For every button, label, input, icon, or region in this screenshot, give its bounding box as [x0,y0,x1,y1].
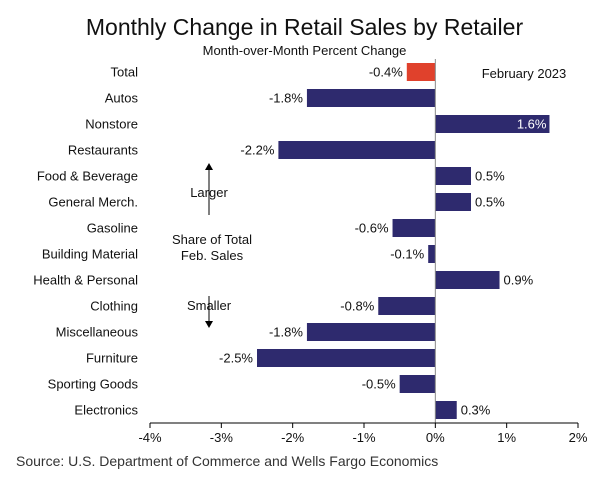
value-label: -0.6% [355,221,389,236]
value-label: -0.1% [390,247,424,262]
category-label: Gasoline [87,221,138,236]
category-label: Restaurants [68,143,139,158]
category-label: Building Material [42,247,138,262]
value-label: 1.6% [517,117,547,132]
category-label: Electronics [74,403,138,418]
bar [306,323,436,341]
category-label: Health & Personal [33,273,138,288]
arrow-down-head [205,321,213,328]
chart-subtitle: Month-over-Month Percent Change [202,43,407,58]
value-label: 0.3% [461,403,491,418]
share-label-line2: Feb. Sales [181,248,244,263]
source-note: Source: U.S. Department of Commerce and … [16,453,439,469]
bar [257,349,436,367]
value-label: -0.5% [362,377,396,392]
category-label: Clothing [90,299,138,314]
larger-label: Larger [190,185,228,200]
bar [428,245,436,263]
share-label-line1: Share of Total [172,232,252,247]
bar [378,297,436,315]
x-tick-label: -2% [281,430,305,445]
bar [406,63,436,81]
bar [392,219,436,237]
x-tick-label: 2% [569,430,588,445]
bar [435,401,457,419]
x-tick-label: -1% [352,430,376,445]
value-label: -1.8% [269,91,303,106]
value-label: -1.8% [269,325,303,340]
x-tick-label: 1% [497,430,516,445]
bar [399,375,436,393]
x-tick-label: -4% [138,430,162,445]
bar [435,167,471,185]
category-label: General Merch. [48,195,138,210]
value-label: -2.2% [240,143,274,158]
value-label: -0.4% [369,65,403,80]
value-label: 0.9% [504,273,534,288]
value-label: 0.5% [475,195,505,210]
share-annotation: Larger Share of Total Feb. Sales Smaller [172,163,252,328]
bar [435,115,550,133]
value-label: -0.8% [340,299,374,314]
category-label: Food & Beverage [37,169,138,184]
bar [278,141,436,159]
category-label: Sporting Goods [48,377,139,392]
period-label: February 2023 [482,66,567,81]
value-label: 0.5% [475,169,505,184]
chart-title: Monthly Change in Retail Sales by Retail… [85,14,524,40]
category-label: Furniture [86,351,138,366]
bar [435,271,500,289]
category-label: Autos [105,91,139,106]
arrow-up-head [205,163,213,170]
category-label: Miscellaneous [56,325,139,340]
bar [306,89,436,107]
x-tick-label: -3% [210,430,234,445]
period-box [466,61,578,85]
category-label: Total [111,65,139,80]
x-tick-label: 0% [426,430,445,445]
category-label: Nonstore [85,117,138,132]
bar [435,193,471,211]
value-label: -2.5% [219,351,253,366]
